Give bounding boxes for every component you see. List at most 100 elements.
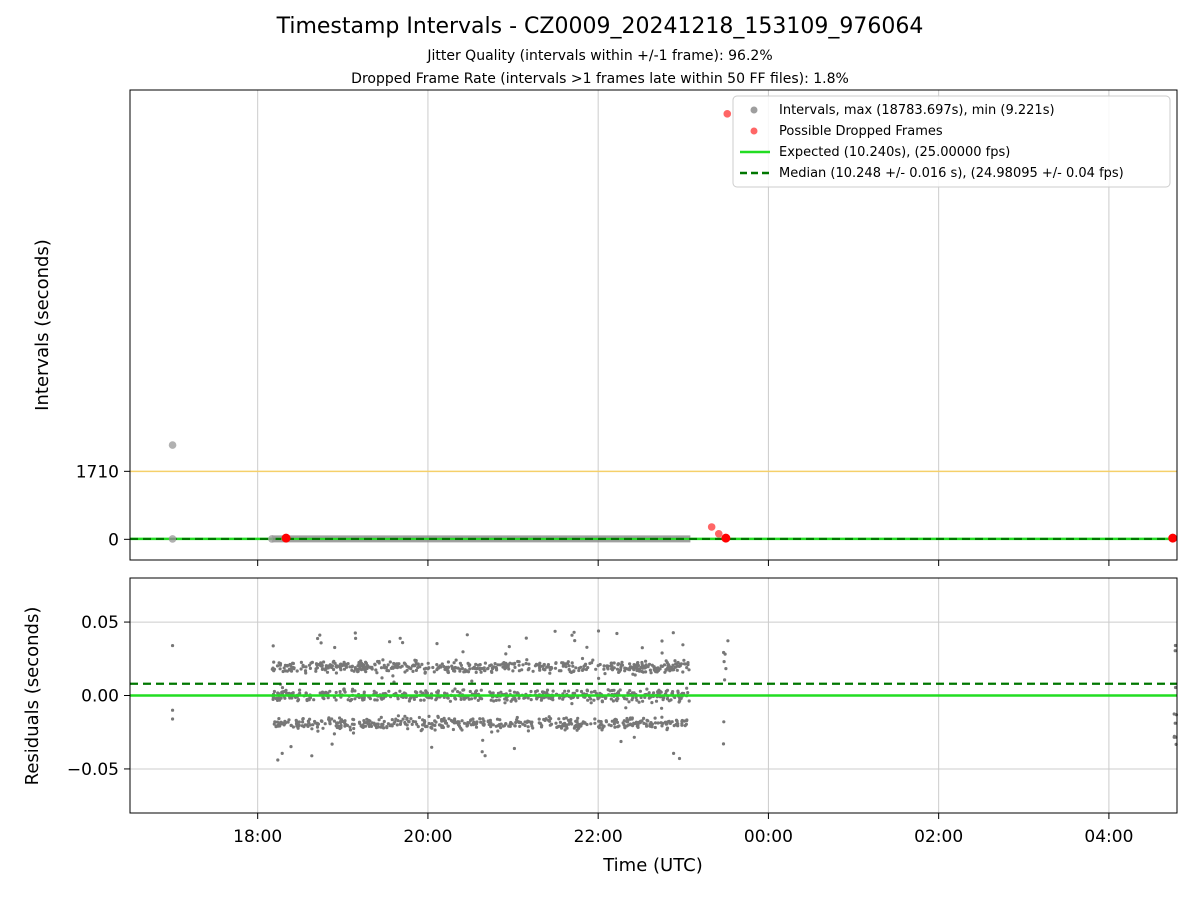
residual-point — [377, 718, 381, 722]
residual-point — [496, 724, 500, 728]
residual-point — [597, 725, 601, 729]
residual-point — [685, 719, 689, 723]
interval-point — [168, 535, 177, 543]
residual-point — [680, 722, 684, 726]
residual-point — [645, 687, 649, 691]
x-tick-label: 18:00 — [233, 827, 282, 847]
residual-point — [508, 689, 512, 693]
residual-point — [314, 669, 318, 673]
intervals-y-tick-label: 1710 — [76, 462, 119, 482]
residual-point — [622, 719, 626, 723]
intervals-y-ticks: 0 1710 — [76, 462, 130, 550]
residual-point — [548, 723, 552, 727]
residuals-y-label: Residuals (seconds) — [22, 607, 43, 786]
residual-point — [316, 636, 320, 641]
legend-median-label: Median (10.248 +/- 0.016 s), (24.98095 +… — [779, 166, 1124, 181]
residual-point — [415, 722, 419, 726]
residuals-lines — [130, 682, 1177, 697]
residual-point — [579, 689, 584, 694]
residual-point — [318, 691, 322, 695]
residual-point — [335, 665, 339, 669]
residual-point — [479, 688, 483, 692]
residual-point — [271, 644, 275, 648]
residual-point — [638, 689, 643, 693]
residual-point — [664, 659, 668, 663]
residual-point — [564, 665, 568, 669]
residual-point — [419, 690, 423, 694]
residual-point — [402, 691, 406, 695]
residual-point — [403, 722, 407, 726]
residual-point — [660, 706, 664, 710]
residual-point — [597, 676, 601, 681]
residual-point — [676, 660, 680, 665]
residual-point — [583, 663, 587, 668]
residual-point — [319, 664, 323, 668]
residual-point — [616, 725, 620, 729]
residual-point — [451, 727, 455, 732]
residual-point — [327, 717, 331, 722]
residual-point — [685, 666, 689, 670]
residual-point — [561, 697, 565, 701]
residual-point — [512, 690, 517, 694]
residual-point — [529, 698, 533, 702]
residual-point — [417, 715, 421, 720]
residual-point — [636, 664, 641, 668]
residual-point — [283, 719, 287, 723]
residual-point — [338, 716, 342, 720]
residual-point — [547, 715, 551, 719]
residual-point — [570, 702, 574, 706]
residual-point — [722, 660, 726, 664]
residual-point — [411, 663, 416, 667]
residual-point — [600, 723, 604, 727]
residual-point — [326, 664, 330, 668]
residual-point — [342, 687, 346, 691]
residual-point — [399, 719, 403, 724]
residual-point — [357, 720, 362, 724]
residual-point — [279, 696, 283, 700]
residual-point — [338, 690, 342, 694]
residual-point — [656, 668, 661, 673]
residual-point — [557, 669, 562, 673]
residual-point — [516, 659, 520, 664]
x-tick-label: 00:00 — [744, 827, 793, 847]
residual-point — [686, 663, 690, 667]
residual-point — [380, 722, 384, 727]
residual-point — [373, 698, 377, 702]
residual-point — [314, 662, 319, 666]
residual-point — [589, 697, 593, 701]
residual-point — [461, 688, 465, 692]
residual-point — [662, 663, 667, 667]
dropped-frame-subtitle: Dropped Frame Rate (intervals >1 frames … — [351, 71, 849, 87]
residual-point — [373, 662, 377, 666]
residual-point — [496, 691, 500, 695]
residual-point — [356, 670, 360, 674]
residual-point — [427, 666, 431, 670]
residual-point — [426, 661, 430, 665]
residual-point — [280, 686, 285, 690]
residual-point — [478, 717, 482, 721]
residual-point — [513, 665, 517, 670]
residual-point — [362, 697, 366, 702]
residual-point — [454, 658, 458, 662]
residual-point — [659, 721, 663, 725]
residual-point — [381, 658, 385, 662]
residual-point — [372, 721, 376, 725]
residual-point — [575, 719, 579, 723]
residual-point — [405, 716, 409, 720]
residual-point — [470, 679, 474, 683]
residual-point — [571, 691, 575, 696]
residual-point — [1174, 713, 1178, 717]
residual-point — [632, 722, 636, 726]
residual-point — [555, 725, 559, 730]
residual-point — [394, 691, 398, 695]
residual-point — [726, 639, 730, 643]
residual-point — [374, 726, 379, 730]
residual-point — [671, 690, 675, 694]
residual-point — [603, 672, 607, 676]
residual-point — [316, 729, 320, 733]
residual-point — [674, 665, 678, 669]
residual-point — [482, 719, 486, 723]
residual-point — [593, 717, 597, 721]
residual-point — [724, 667, 728, 671]
residual-point — [527, 666, 531, 671]
